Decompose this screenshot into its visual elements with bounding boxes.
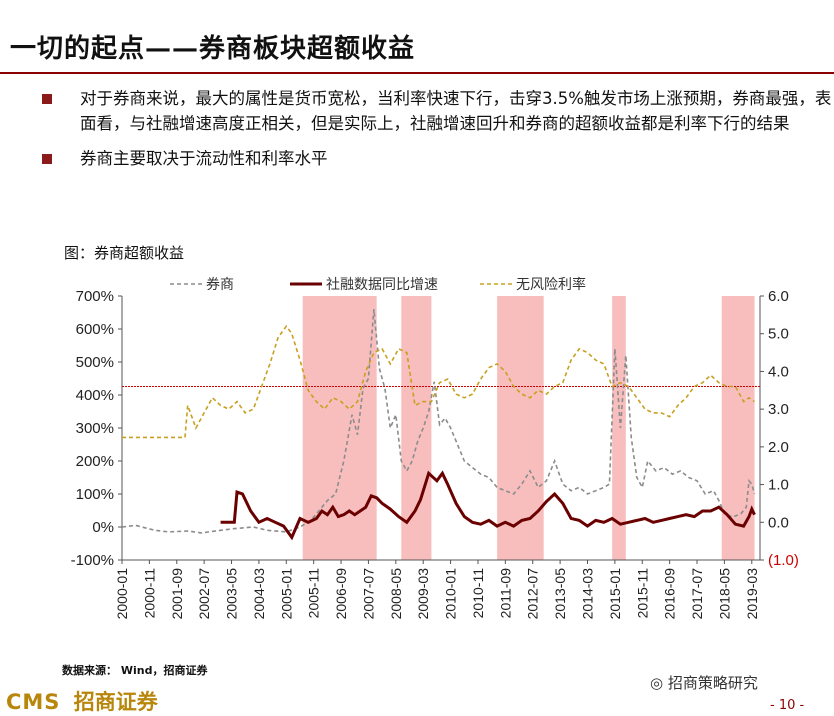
title-divider <box>0 72 834 74</box>
shaded-period <box>497 296 544 560</box>
series-line <box>220 470 756 541</box>
x-tick-label: 2003-05 <box>224 568 240 620</box>
bullet-list: 对于券商来说，最大的属性是货币宽松，当利率快速下行，击穿3.5%触发市场上涨预期… <box>42 86 832 181</box>
bullet-item: 对于券商来说，最大的属性是货币宽松，当利率快速下行，击穿3.5%触发市场上涨预期… <box>42 86 832 136</box>
logo-company-name: 招商证券 <box>73 690 158 714</box>
wechat-icon: ◎ <box>650 674 668 692</box>
bullet-item: 券商主要取决于流动性和利率水平 <box>42 146 832 171</box>
brand-logo: CMS 招商证券 <box>6 686 158 716</box>
y-left-tick-label: 300% <box>76 420 114 437</box>
y-right-tick-label: 2.0 <box>768 439 789 456</box>
shaded-period <box>721 296 755 560</box>
shaded-period <box>612 296 626 560</box>
x-tick-label: 2014-03 <box>579 568 595 620</box>
excess-return-chart: 700% 600% 500% 400% 300% 200% 100% 0% -100% 6.0 5.… <box>71 276 799 620</box>
bullet-square-icon <box>42 154 52 164</box>
legend-label: 社融数据同比增速 <box>326 276 438 292</box>
x-tick-label: 2012-07 <box>525 568 541 620</box>
x-tick-label: 2001-09 <box>169 568 185 620</box>
x-tick-label: 2011-09 <box>497 568 513 619</box>
legend-label: 券商 <box>206 276 234 292</box>
y-right-tick-label: 3.0 <box>768 401 789 418</box>
x-tick-label: 2017-07 <box>689 568 705 620</box>
x-tick-label: 2000-01 <box>114 568 130 620</box>
y-left-tick-label: 700% <box>76 288 114 305</box>
x-tick-label: 2007-07 <box>360 568 376 620</box>
y-right-tick-label: 1.0 <box>768 477 789 494</box>
x-tick-label: 2002-07 <box>196 568 212 620</box>
y-left-tick-label: 400% <box>76 387 114 404</box>
x-tick-label: 2010-01 <box>443 568 459 620</box>
data-source: 数据来源： Wind，招商证券 <box>62 664 208 677</box>
y-left-tick-label: 0% <box>92 519 114 536</box>
x-tick-label: 2015-11 <box>634 568 650 619</box>
y-right-tick-label: 5.0 <box>768 326 789 343</box>
x-tick-label: 2005-11 <box>306 568 322 619</box>
bullet-text: 对于券商来说，最大的属性是货币宽松，当利率快速下行，击穿3.5%触发市场上涨预期… <box>80 89 832 133</box>
x-tick-label: 2019-03 <box>744 568 760 620</box>
x-tick-label: 2015-01 <box>607 568 623 620</box>
y-right-tick-label: 6.0 <box>768 288 789 305</box>
shaded-period <box>401 296 432 560</box>
x-tick-label: 2013-05 <box>552 568 568 620</box>
chart-container: 700% 600% 500% 400% 300% 200% 100% 0% -100% 6.0 5.… <box>0 230 834 670</box>
figure-caption: 图：券商超额收益 <box>64 244 185 262</box>
series-line <box>122 324 755 439</box>
y-left-tick-label: 500% <box>76 354 114 371</box>
bullet-text: 券商主要取决于流动性和利率水平 <box>80 149 328 168</box>
logo-cms-text: CMS <box>6 690 61 714</box>
y-right-tick-label: 4.0 <box>768 363 789 380</box>
page-title: 一切的起点——券商板块超额收益 <box>10 34 416 64</box>
x-tick-label: 2004-03 <box>251 568 267 620</box>
x-tick-label: 2006-09 <box>333 568 349 620</box>
series-line <box>121 309 756 534</box>
y-left-tick-label: 600% <box>76 321 114 338</box>
x-tick-label: 2000-11 <box>141 568 157 619</box>
wechat-name: 招商策略研究 <box>667 674 758 692</box>
x-tick-label: 2009-03 <box>415 568 431 620</box>
x-tick-label: 2010-11 <box>470 568 486 619</box>
y-right-tick-label: 0.0 <box>768 514 789 531</box>
x-tick-label: 2016-09 <box>662 568 678 620</box>
y-right-tick-label: (1.0) <box>768 552 799 569</box>
bullet-square-icon <box>42 94 52 104</box>
page-number: - 10 - <box>770 698 805 713</box>
legend-label: 无风险利率 <box>516 276 586 292</box>
x-tick-label: 2018-05 <box>716 568 732 620</box>
wechat-account: ◎ 招商策略研究 <box>650 672 758 693</box>
x-tick-label: 2005-01 <box>278 568 294 620</box>
y-left-tick-label: 200% <box>76 453 114 470</box>
y-left-tick-label: -100% <box>71 552 114 569</box>
y-left-tick-label: 100% <box>76 486 114 503</box>
x-tick-label: 2008-05 <box>388 568 404 620</box>
